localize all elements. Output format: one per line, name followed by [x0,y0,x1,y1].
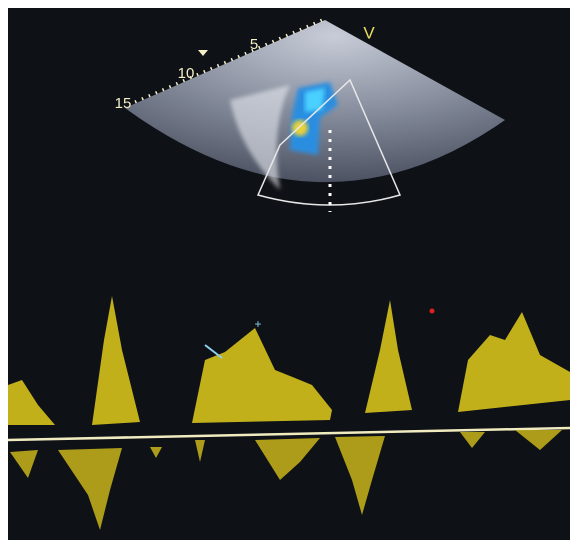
page: 15 10 5 V + (() => { const data = JSON.p… [0,0,577,548]
color-flow-aliasing [292,120,308,136]
depth-label: 10 [178,65,195,82]
ultrasound-screen: 15 10 5 V + [0,0,577,548]
depth-label: 15 [115,95,132,112]
probe-marker: V [363,23,375,42]
color-flow-fast [305,88,325,112]
caliper-mark: + [254,317,261,331]
cursor-dot [430,309,435,314]
depth-label: 5 [250,36,258,53]
